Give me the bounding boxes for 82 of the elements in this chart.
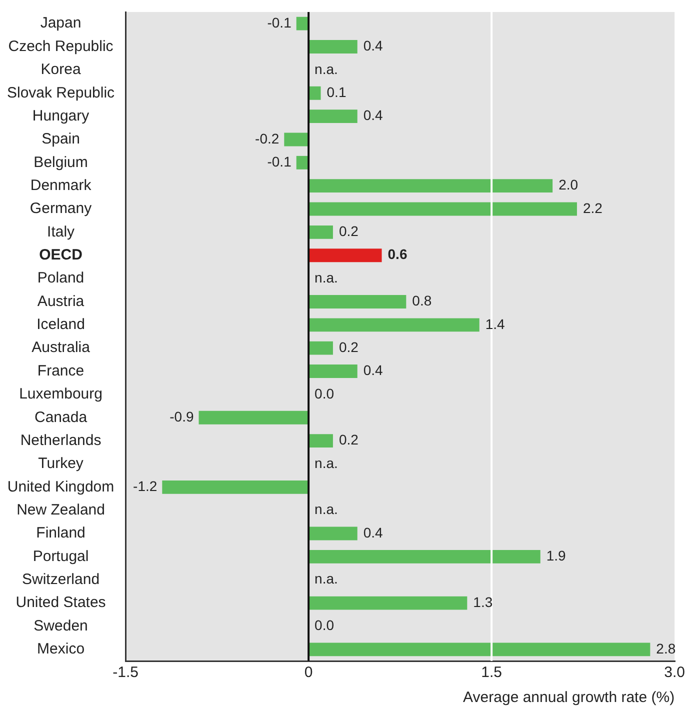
text: n.a. xyxy=(314,501,338,518)
data-label: 0.0 xyxy=(314,385,334,402)
bar xyxy=(308,40,358,54)
data-label: 0.1 xyxy=(326,84,346,100)
bar xyxy=(308,248,382,262)
y-tick-label: New Zealand xyxy=(16,501,105,518)
y-tick-label: Canada xyxy=(34,408,88,426)
y-tick-label: Austria xyxy=(37,292,85,310)
text: n.a. xyxy=(314,454,338,471)
bar xyxy=(198,410,309,424)
y-tick-label: France xyxy=(37,362,84,380)
data-label: 0.4 xyxy=(363,524,384,540)
data-label: 2.2 xyxy=(582,200,603,216)
bar xyxy=(308,434,333,448)
data-label: 0.4 xyxy=(363,107,384,124)
data-label: 0.6 xyxy=(388,246,408,262)
y-tick-label: Czech Republic xyxy=(8,38,114,55)
data-label: 0.4 xyxy=(363,38,384,54)
y-tick-label: Finland xyxy=(36,524,86,542)
y-tick-label: Switzerland xyxy=(22,571,100,588)
y-tick-label: Sweden xyxy=(34,617,88,634)
bar xyxy=(308,341,333,355)
y-tick-label: Poland xyxy=(37,270,84,287)
y-tick-label: Mexico xyxy=(37,640,85,658)
x-tick-label: -1.5 xyxy=(112,664,138,682)
y-tick-label: Hungary xyxy=(32,107,90,124)
bar xyxy=(308,596,468,610)
bar xyxy=(162,480,309,494)
data-label: 0.2 xyxy=(338,338,359,355)
data-label: 2.0 xyxy=(558,176,578,193)
data-label: -0.9 xyxy=(170,408,194,424)
y-tick-label: United States xyxy=(16,594,106,612)
data-label: 0.0 xyxy=(314,617,334,634)
y-tick-label: Italy xyxy=(47,223,76,240)
data-label: 2.8 xyxy=(656,640,676,656)
x-tick-label: 1.5 xyxy=(481,664,502,682)
bar xyxy=(284,132,309,146)
bar xyxy=(308,642,650,656)
y-tick-label: Iceland xyxy=(36,316,85,334)
text: n.a. xyxy=(314,269,338,286)
bar xyxy=(308,110,358,124)
bar xyxy=(308,364,358,378)
x-tick-label: 0 xyxy=(304,664,313,682)
x-tick-label: 3.0 xyxy=(664,664,686,682)
y-tick-label: Japan xyxy=(40,14,82,32)
data-label: 0.4 xyxy=(363,362,384,378)
text: n.a. xyxy=(314,570,338,587)
bar xyxy=(308,295,406,308)
y-tick-label: Germany xyxy=(30,200,92,218)
bar xyxy=(296,16,309,30)
bar xyxy=(308,179,553,193)
bar xyxy=(308,550,540,564)
text: n.a. xyxy=(314,60,338,77)
bar xyxy=(308,526,358,540)
y-tick-label: Korea xyxy=(40,61,82,78)
y-tick-label: Portugal xyxy=(32,548,89,565)
y-tick-label: Netherlands xyxy=(20,432,102,449)
y-tick-label: Denmark xyxy=(30,176,92,194)
data-label: 1.4 xyxy=(485,316,506,332)
y-tick-label: Spain xyxy=(42,130,80,148)
y-tick-label: Slovak Republic xyxy=(6,84,116,102)
bar xyxy=(308,225,333,239)
y-tick-label: Luxembourg xyxy=(19,386,102,403)
y-tick-label: OECD xyxy=(39,246,83,264)
y-tick-label: United Kingdom xyxy=(7,478,114,496)
y-tick-label: Turkey xyxy=(38,455,84,472)
data-label: -1.2 xyxy=(133,478,158,494)
data-label: -0.1 xyxy=(267,154,292,170)
bar xyxy=(296,156,309,170)
x-axis-title: Average annual growth rate (%) xyxy=(463,689,675,706)
data-label: 0.2 xyxy=(338,432,359,448)
bar xyxy=(308,318,480,332)
data-label: 0.2 xyxy=(338,223,359,240)
bar xyxy=(308,86,321,100)
bar xyxy=(308,202,577,216)
y-tick-label: Belgium xyxy=(34,154,88,171)
data-label: 1.9 xyxy=(546,548,566,564)
data-label: 0.8 xyxy=(412,292,432,309)
data-label: -0.1 xyxy=(267,14,292,30)
y-tick-label: Australia xyxy=(32,339,91,356)
data-label: 1.3 xyxy=(473,594,493,610)
data-label: -0.2 xyxy=(255,130,280,146)
